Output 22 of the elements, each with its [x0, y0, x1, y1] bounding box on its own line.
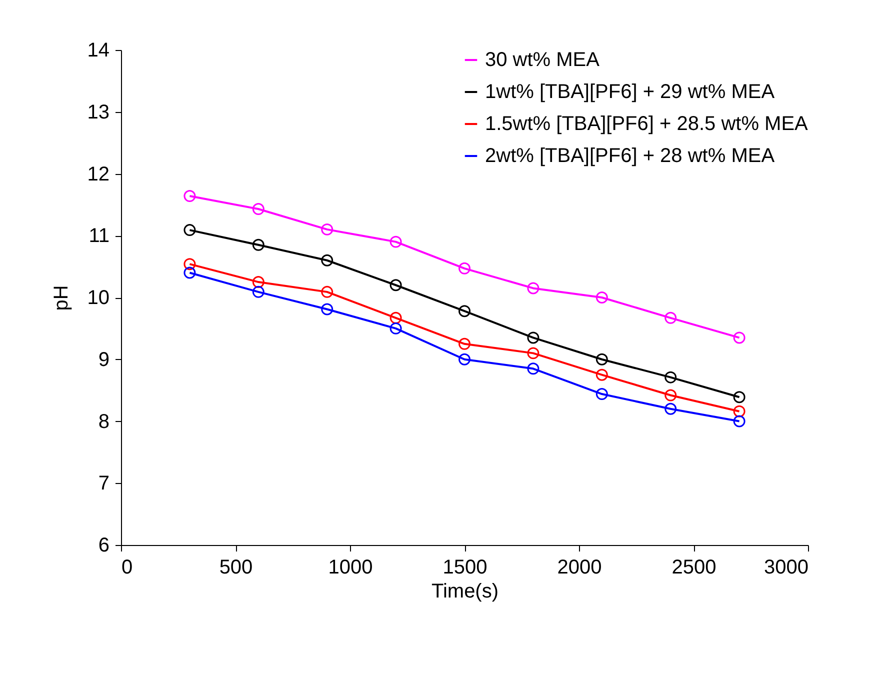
legend-label: 1wt% [TBA][PF6] + 29 wt% MEA [485, 81, 776, 103]
y-axis-title: pH [50, 285, 72, 311]
x-tick-label: 1500 [442, 556, 488, 578]
x-axis-title: Time(s) [431, 580, 499, 602]
x-tick-label: 1000 [328, 556, 373, 578]
y-tick-label: 9 [98, 348, 110, 371]
x-tick-label: 0 [122, 556, 133, 578]
y-tick-label: 6 [98, 534, 110, 556]
y-tick-label: 7 [98, 472, 110, 495]
y-tick-label: 13 [87, 101, 110, 124]
y-tick-label: 10 [87, 287, 110, 309]
legend-label: 2wt% [TBA][PF6] + 28 wt% MEA [485, 145, 776, 167]
y-tick-label: 14 [87, 40, 110, 62]
y-tick-label: 11 [88, 225, 110, 248]
legend-label: 1.5wt% [TBA][PF6] + 28.5 wt% MEA [485, 113, 809, 135]
x-tick-label: 2000 [557, 556, 602, 578]
x-tick-label: 2500 [672, 556, 716, 578]
y-tick-label: 8 [98, 410, 110, 433]
x-tick-label: 500 [219, 556, 253, 578]
y-tick-label: 12 [87, 163, 110, 186]
x-tick-label: 3000 [764, 556, 808, 578]
legend-label: 30 wt% MEA [485, 49, 600, 71]
